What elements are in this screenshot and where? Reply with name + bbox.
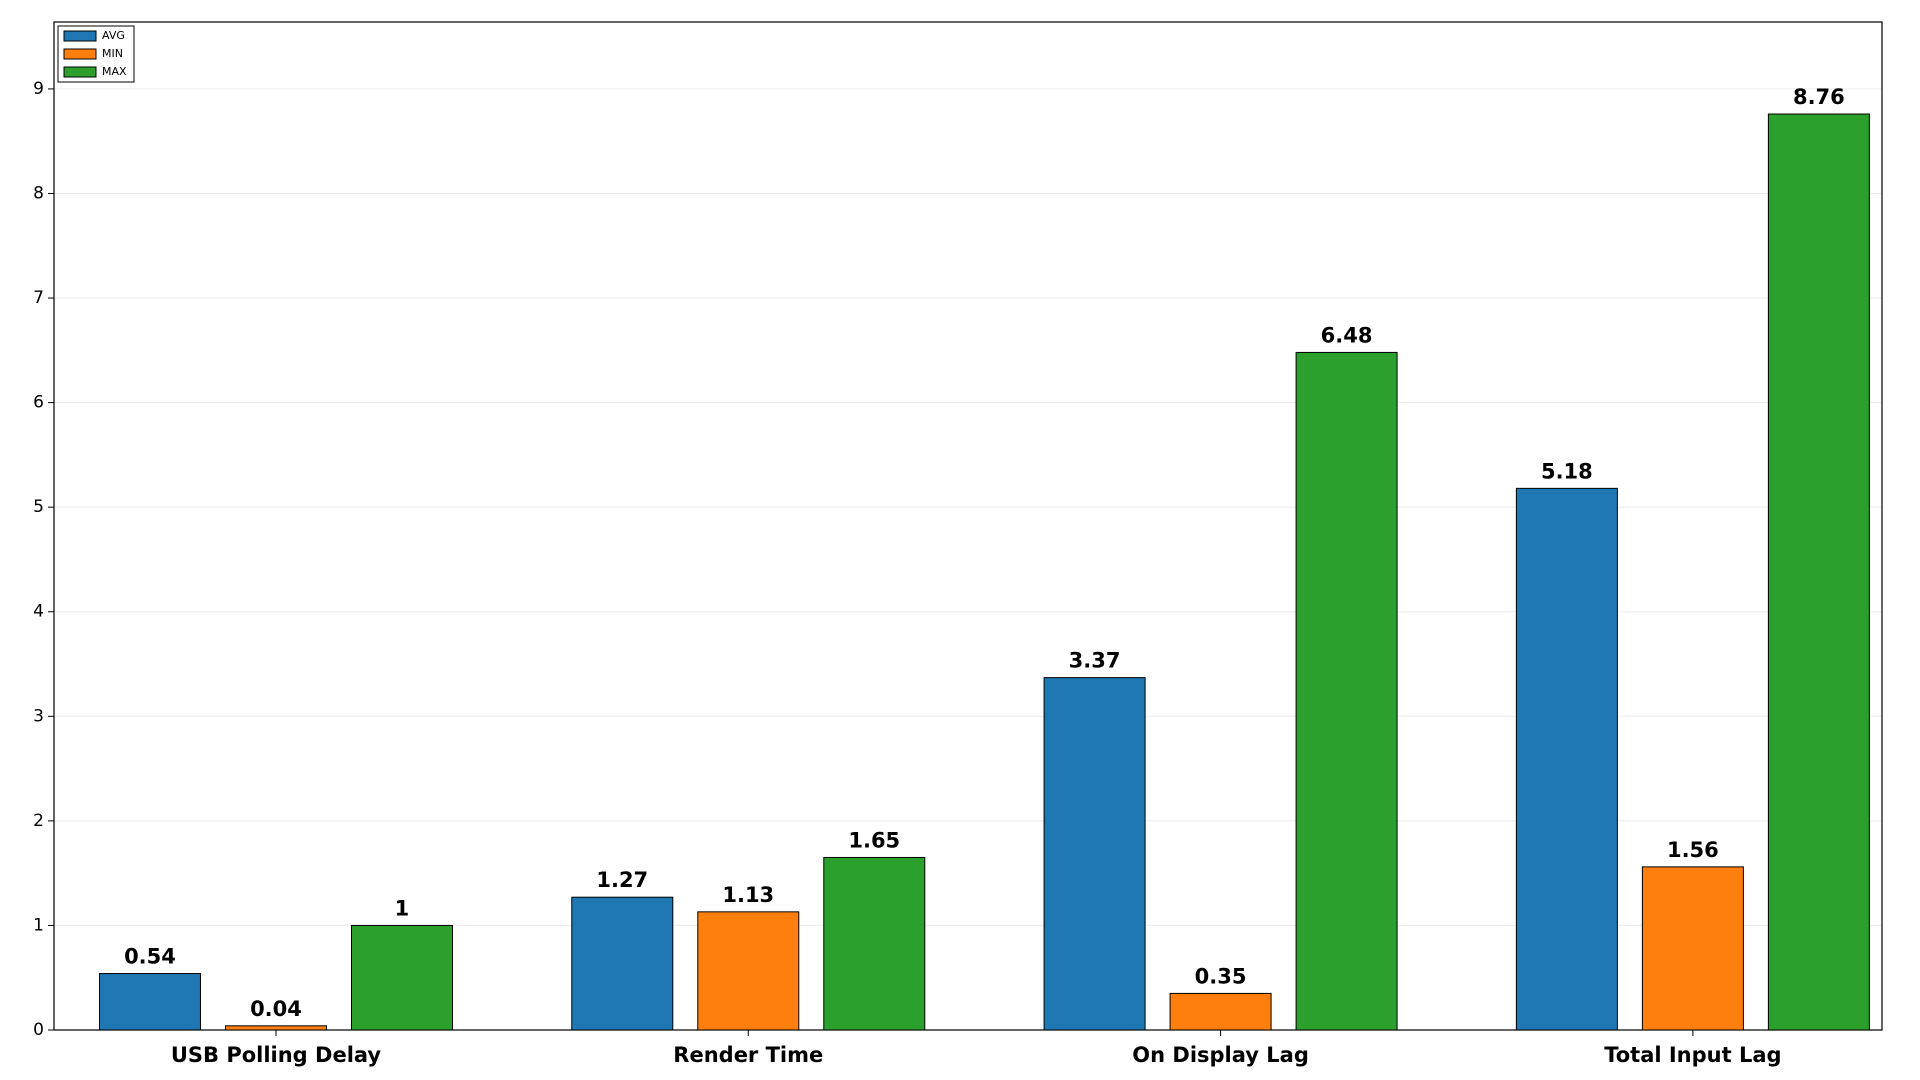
value-label: 6.48 — [1321, 323, 1373, 347]
y-tick-label: 7 — [33, 288, 44, 308]
plot-frame — [53, 21, 1883, 1031]
bar — [1515, 487, 1618, 1031]
value-label: 1 — [395, 896, 410, 920]
x-tick-label: Total Input Lag — [1604, 1043, 1781, 1067]
y-tick-label: 3 — [33, 706, 44, 726]
y-tick-label: 4 — [33, 602, 44, 622]
y-tick-label: 1 — [33, 915, 44, 935]
bar — [224, 1025, 327, 1031]
bar — [697, 911, 800, 1031]
value-label: 1.27 — [596, 868, 648, 892]
legend-label: MIN — [102, 47, 123, 60]
bar — [350, 924, 453, 1031]
x-tick-label: USB Polling Delay — [171, 1043, 382, 1067]
legend-swatch — [63, 66, 97, 78]
value-label: 0.35 — [1195, 964, 1247, 988]
y-tick-label: 0 — [33, 1020, 44, 1040]
value-label: 1.65 — [848, 828, 900, 852]
bar — [571, 896, 674, 1031]
bar — [1641, 866, 1744, 1031]
bar — [823, 856, 926, 1031]
bar — [1767, 113, 1870, 1031]
legend-label: AVG — [102, 29, 125, 42]
legend-swatch — [63, 30, 97, 42]
bar — [1169, 992, 1272, 1031]
bar — [1295, 351, 1398, 1031]
legend-swatch — [63, 48, 97, 60]
y-tick-label: 9 — [33, 79, 44, 99]
value-label: 0.54 — [124, 945, 176, 969]
value-label: 3.37 — [1069, 649, 1121, 673]
bar — [98, 973, 201, 1031]
y-tick-label: 2 — [33, 811, 44, 831]
value-label: 8.76 — [1793, 85, 1845, 109]
bar — [1043, 677, 1146, 1031]
legend-label: MAX — [102, 65, 127, 78]
value-label: 5.18 — [1541, 459, 1593, 483]
value-label: 1.13 — [722, 883, 774, 907]
x-tick-label: On Display Lag — [1132, 1043, 1309, 1067]
y-tick-label: 6 — [33, 393, 44, 413]
y-tick-label: 8 — [33, 183, 44, 203]
value-label: 1.56 — [1667, 838, 1719, 862]
y-tick-label: 5 — [33, 497, 44, 517]
x-tick-label: Render Time — [673, 1043, 823, 1067]
value-label: 0.04 — [250, 997, 302, 1021]
